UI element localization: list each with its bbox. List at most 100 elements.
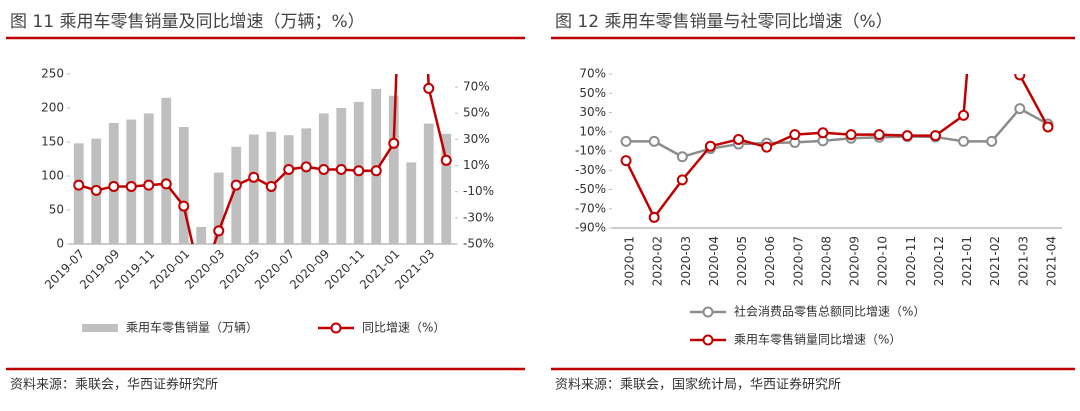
point [789, 129, 801, 141]
x-tick-label: 2020-03 [679, 236, 693, 286]
point [90, 184, 102, 196]
x-tick-label: 2020-11 [904, 236, 918, 286]
legend-label: 社会消费品零售总额同比增速（%） [734, 304, 925, 319]
y-tick-label: 100 [41, 169, 64, 183]
x-tick-label: 2021-03 [1016, 236, 1030, 286]
bar [441, 133, 452, 244]
point [901, 130, 913, 142]
x-tick-label: 2020-10 [876, 236, 890, 286]
bar [231, 146, 242, 244]
legend-swatch [82, 324, 118, 332]
point [388, 137, 400, 149]
point [958, 135, 970, 147]
y-tick-label: 50 [49, 203, 64, 217]
point [958, 109, 970, 121]
x-tick-label: 2021-01 [960, 236, 974, 286]
y2-tick-label: 50% [463, 106, 490, 120]
y-tick-label: 70% [579, 67, 606, 81]
y-tick-label: -10% [575, 144, 606, 158]
y-tick-label: -50% [575, 182, 606, 196]
bar [388, 95, 399, 244]
point [423, 82, 435, 94]
y2-tick-label: -30% [463, 210, 494, 224]
point [676, 174, 688, 186]
y2-tick-label: -50% [463, 237, 494, 251]
x-tick-label: 2020-05 [735, 236, 749, 286]
x-tick-label: 2020-06 [763, 236, 777, 286]
bar [213, 172, 224, 244]
y-tick-label: 200 [41, 101, 64, 115]
point [160, 178, 172, 190]
series-line [626, 107, 1049, 159]
y-tick-label: 10% [579, 124, 606, 138]
bar [301, 128, 312, 244]
point [704, 140, 716, 152]
point [265, 180, 277, 192]
x-tick-label: 2020-12 [932, 236, 946, 286]
bar [406, 162, 417, 244]
point [873, 129, 885, 141]
x-tick-label: 2020-07 [791, 236, 805, 286]
point [213, 225, 225, 237]
source-note: 资料来源：乘联会，国家统计局，华西证券研究所 [555, 377, 841, 393]
legend-label: 同比增速（%） [362, 321, 445, 335]
point [676, 151, 688, 163]
y-tick-label: -70% [575, 201, 606, 215]
point [230, 179, 242, 191]
legend-label: 乘用车零售销量同比增速（%） [734, 332, 901, 347]
y2-tick-label: 30% [463, 132, 490, 146]
point [1042, 121, 1054, 133]
y-tick-label: 0 [56, 237, 64, 251]
point [648, 211, 660, 223]
y-tick-label: 150 [41, 135, 64, 149]
x-tick-label: 2021-02 [988, 236, 1002, 286]
bar [196, 227, 207, 244]
legend-label: 乘用车零售销量（万辆） [126, 320, 258, 335]
bar [73, 143, 84, 244]
point [1014, 103, 1026, 115]
point [733, 133, 745, 145]
x-tick-label: 2020-08 [819, 236, 833, 286]
y-tick-label: 250 [41, 67, 64, 81]
y-tick-label: 50% [579, 86, 606, 100]
point [283, 163, 295, 175]
x-tick-label: 2021-04 [1044, 236, 1058, 286]
point [440, 154, 452, 166]
bar [318, 113, 329, 244]
point [817, 127, 829, 139]
point [761, 141, 773, 153]
point [300, 161, 312, 173]
bar [178, 127, 189, 244]
x-tick-label: 2020-09 [848, 236, 862, 286]
plot-area [620, 74, 1054, 223]
point [370, 165, 382, 177]
source-note: 资料来源：乘联会，华西证券研究所 [10, 377, 218, 393]
x-tick-label: 2020-04 [707, 236, 721, 286]
y-tick-label: -90% [575, 221, 606, 235]
point [318, 163, 330, 175]
y2-tick-label: 10% [463, 158, 490, 172]
point [648, 135, 660, 147]
point [845, 129, 857, 141]
point [178, 200, 190, 212]
plot-area [73, 74, 452, 244]
point [1014, 74, 1026, 81]
y2-tick-label: 70% [463, 80, 490, 94]
legend-marker [702, 306, 714, 318]
legend-marker [330, 322, 342, 334]
chart-title: 图 12 乘用车零售销量与社零同比增速（%） [555, 12, 893, 32]
point [335, 163, 347, 175]
point [125, 180, 137, 192]
y-tick-label: -30% [575, 163, 606, 177]
point [248, 171, 260, 183]
point [73, 179, 85, 191]
bar [248, 134, 259, 244]
bar [336, 108, 347, 244]
bar [423, 123, 434, 244]
point [108, 180, 120, 192]
bar [161, 97, 172, 244]
point [143, 179, 155, 191]
legend-marker [702, 334, 714, 346]
bar [143, 113, 154, 244]
